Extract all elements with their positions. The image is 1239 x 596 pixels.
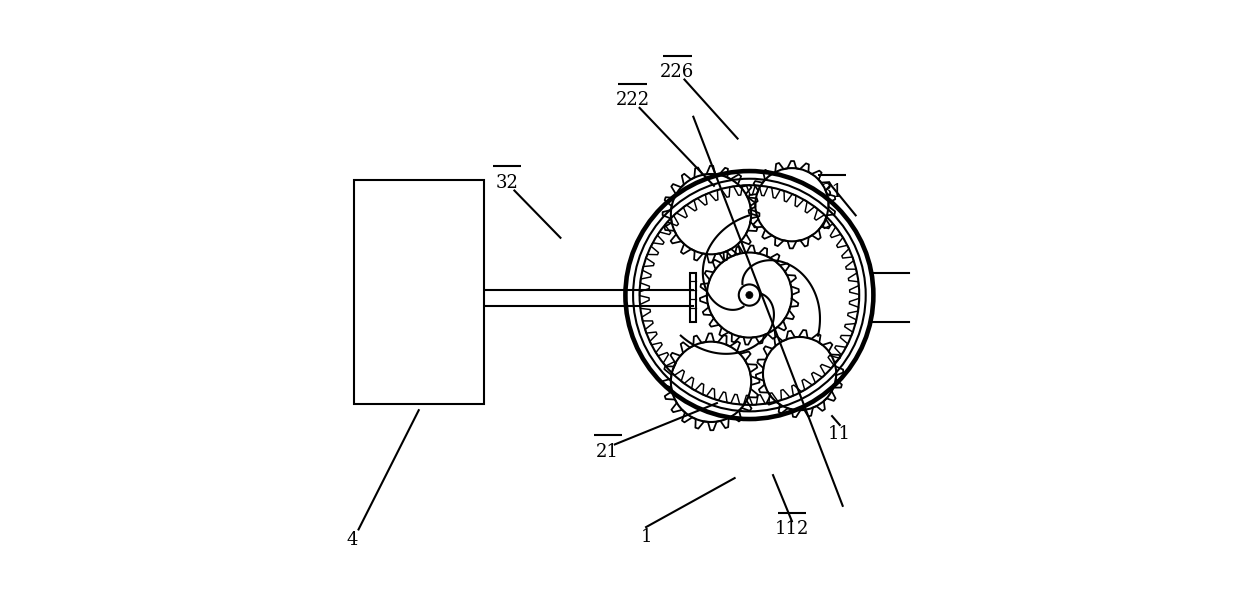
- Text: 4: 4: [347, 531, 358, 549]
- Text: 226: 226: [660, 63, 695, 82]
- Text: 32: 32: [496, 174, 519, 192]
- Text: 11: 11: [828, 425, 851, 443]
- Bar: [690, 272, 695, 322]
- Circle shape: [746, 291, 753, 299]
- Text: 112: 112: [774, 520, 809, 538]
- Text: 222: 222: [616, 91, 649, 109]
- Text: 1: 1: [641, 528, 652, 546]
- Text: 31: 31: [820, 183, 844, 201]
- Bar: [354, 180, 483, 404]
- Text: 21: 21: [596, 442, 620, 461]
